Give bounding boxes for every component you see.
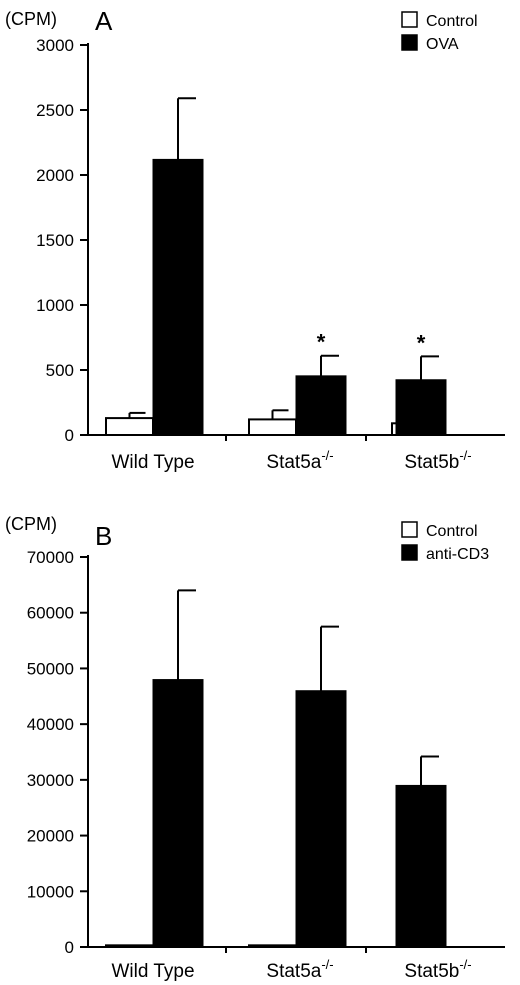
bar-treatment	[295, 690, 347, 948]
legend-label: anti-CD3	[426, 546, 489, 563]
chart-panel-a: A (CPM) 0 500 1000 1500 2000 2500 3000 Wild Type *…	[5, 6, 505, 473]
y-tick-label: 10000	[27, 882, 74, 901]
y-axis-label: (CPM)	[5, 9, 57, 29]
legend-label: Control	[426, 13, 478, 30]
legend-label: OVA	[426, 36, 459, 53]
bar-treatment	[152, 679, 204, 948]
category-name: Stat5a	[266, 961, 321, 982]
panel-label: A	[95, 6, 113, 36]
bar-treatment	[152, 158, 204, 436]
category-name: Stat5b	[404, 961, 459, 982]
y-tick-label: 500	[46, 361, 74, 380]
bar-treatment	[395, 379, 447, 436]
x-category-label: Stat5b-/-	[404, 448, 471, 473]
legend-label: Control	[426, 523, 478, 540]
y-tick-label: 1500	[36, 231, 74, 250]
y-tick-label: 40000	[27, 715, 74, 734]
bar-control	[248, 944, 297, 948]
legend-swatch	[401, 544, 418, 561]
significance-asterisk: *	[417, 330, 426, 355]
x-category-label: Wild Type	[111, 961, 194, 982]
bar-treatment	[295, 375, 347, 436]
y-tick-label: 20000	[27, 827, 74, 846]
legend-swatch	[401, 521, 418, 538]
category-superscript: -/-	[459, 448, 471, 463]
y-tick-label: 0	[65, 938, 74, 957]
x-category-label: Stat5b-/-	[404, 957, 471, 982]
y-tick-label: 1000	[36, 296, 74, 315]
x-category-label: Stat5a-/-	[266, 448, 333, 473]
y-tick-label: 0	[65, 426, 74, 445]
legend-swatch	[401, 11, 418, 28]
y-tick-label: 2500	[36, 101, 74, 120]
y-tick-label: 30000	[27, 771, 74, 790]
category-name: Stat5a	[266, 452, 321, 473]
category-name: Stat5b	[404, 452, 459, 473]
x-category-label: Wild Type	[111, 452, 194, 473]
y-tick-label: 70000	[27, 548, 74, 567]
panel-label: B	[95, 521, 112, 551]
category-superscript: -/-	[459, 957, 471, 972]
x-category-label: Stat5a-/-	[266, 957, 333, 982]
category-name: Wild Type	[111, 961, 194, 982]
category-superscript: -/-	[321, 957, 333, 972]
y-axis-label: (CPM)	[5, 514, 57, 534]
y-tick-label: 60000	[27, 604, 74, 623]
y-tick-label: 3000	[36, 36, 74, 55]
chart-panel-b: B (CPM) 0 10000 20000 30000 40000 50000 60000 700…	[5, 514, 505, 982]
bar-control	[248, 418, 297, 436]
y-tick-label: 2000	[36, 166, 74, 185]
bar-treatment	[395, 784, 447, 948]
bar-control	[105, 944, 154, 948]
legend-swatch	[401, 34, 418, 51]
y-tick-label: 50000	[27, 659, 74, 678]
significance-asterisk: *	[317, 330, 326, 355]
bar-control	[105, 417, 154, 437]
category-superscript: -/-	[321, 448, 333, 463]
category-name: Wild Type	[111, 452, 194, 473]
